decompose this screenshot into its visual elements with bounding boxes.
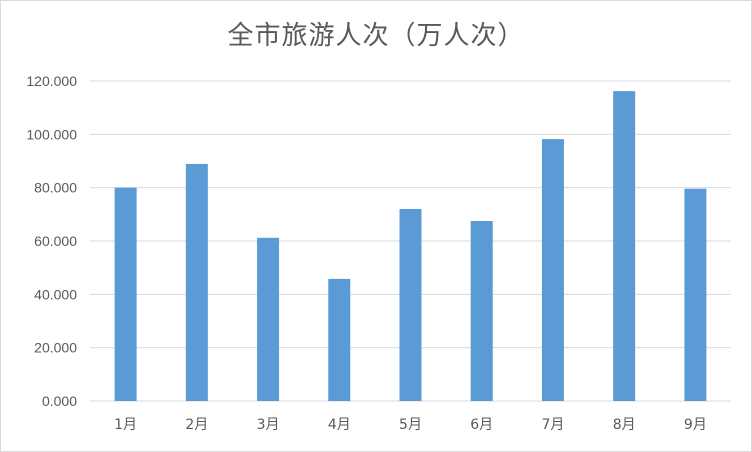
- chart-title: 全市旅游人次（万人次）: [227, 21, 525, 51]
- bar: [114, 187, 137, 401]
- y-tick-label: 20.000: [34, 340, 77, 356]
- x-category-label: 2月: [185, 417, 208, 433]
- x-category-label: 5月: [399, 417, 422, 433]
- bar: [541, 139, 564, 401]
- x-category-label: 7月: [541, 417, 564, 433]
- bar: [328, 278, 351, 401]
- bar: [185, 163, 208, 401]
- y-tick-label: 0.000: [42, 393, 77, 409]
- x-category-label: 4月: [328, 417, 351, 433]
- x-axis-category-labels: 1月 2月 3月 4月 5月 6月 7月 8月 9月: [114, 417, 707, 433]
- x-category-label: 3月: [257, 417, 280, 433]
- y-axis-tick-labels: 0.000 20.000 40.000 60.000 80.000 100.000 120.…: [26, 73, 77, 409]
- y-tick-label: 100.000: [26, 126, 77, 142]
- x-category-label: 8月: [613, 417, 636, 433]
- bar: [257, 237, 280, 401]
- y-tick-label: 60.000: [34, 233, 77, 249]
- x-category-label: 6月: [470, 417, 493, 433]
- y-tick-label: 120.000: [26, 73, 77, 89]
- bars: [114, 91, 707, 401]
- y-tick-label: 40.000: [34, 286, 77, 302]
- x-category-label: 9月: [684, 417, 707, 433]
- bar: [684, 188, 707, 401]
- bar: [399, 209, 422, 401]
- y-tick-label: 80.000: [34, 180, 77, 196]
- bar: [613, 91, 636, 401]
- x-category-label: 1月: [114, 417, 137, 433]
- bar: [470, 221, 493, 401]
